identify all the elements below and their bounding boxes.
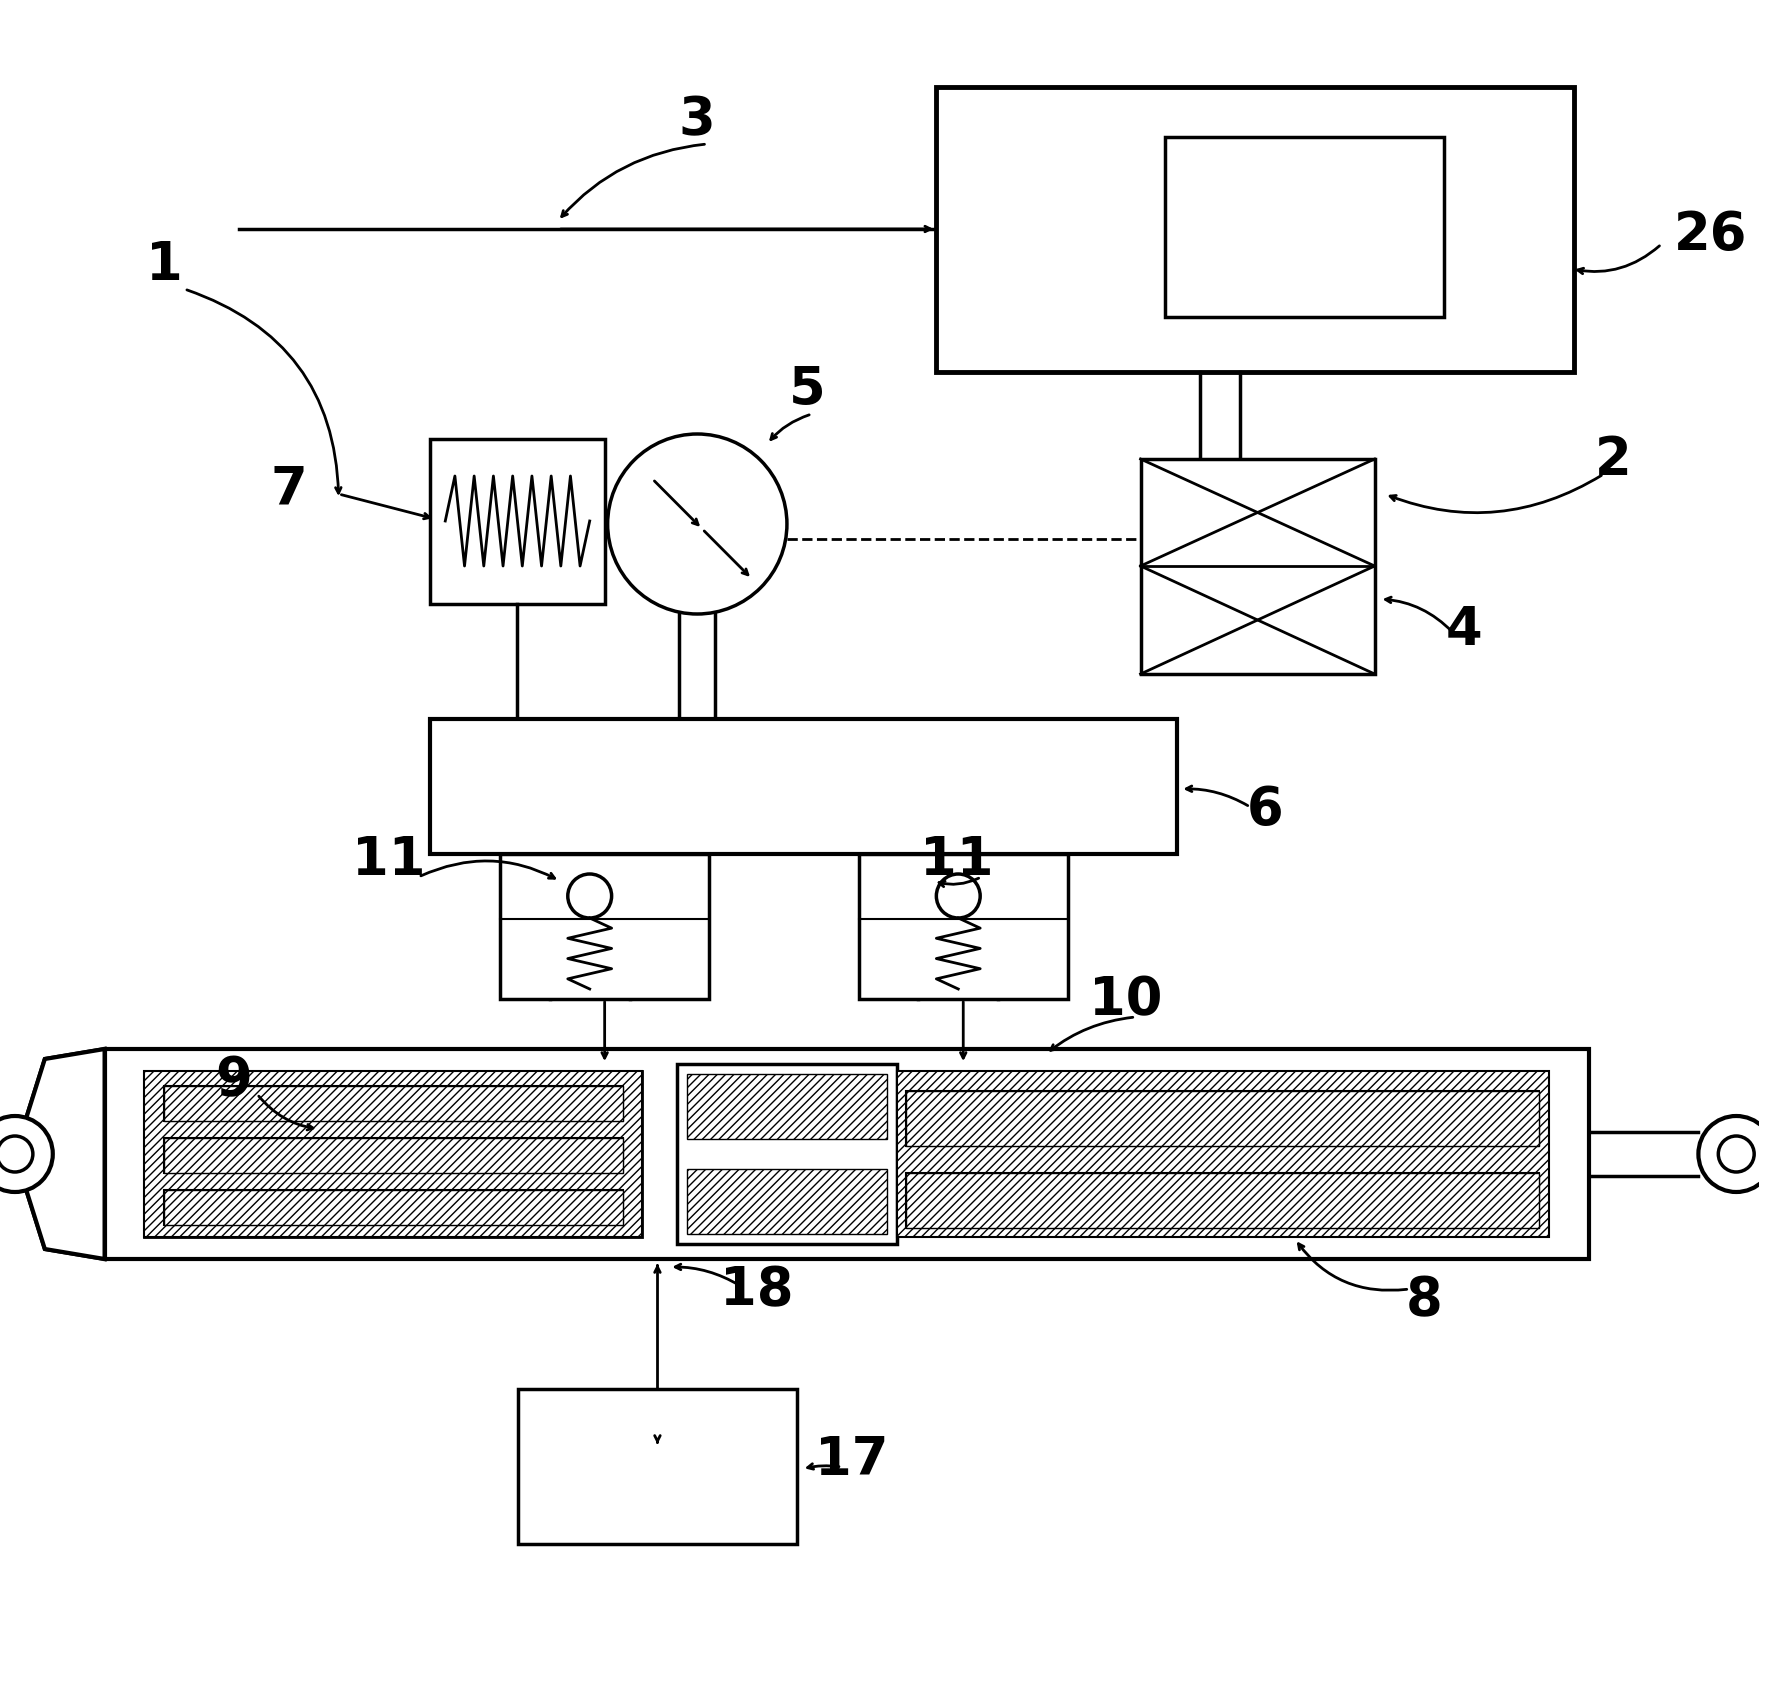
Bar	[164, 1087, 623, 1122]
Circle shape	[0, 1117, 53, 1193]
Circle shape	[608, 434, 788, 614]
Text: 1: 1	[147, 239, 182, 291]
Bar	[906, 1174, 1538, 1228]
Bar	[164, 1139, 623, 1174]
Bar	[164, 1139, 623, 1174]
Circle shape	[0, 1137, 34, 1172]
Text: 18: 18	[721, 1263, 793, 1315]
Circle shape	[1718, 1137, 1754, 1172]
Text: 11: 11	[920, 834, 992, 885]
Text: 5: 5	[789, 363, 825, 415]
Circle shape	[1699, 1117, 1766, 1193]
Bar	[145, 1071, 643, 1238]
Bar	[858, 854, 1068, 999]
Bar	[164, 1087, 623, 1122]
Bar	[517, 1389, 796, 1544]
Bar	[431, 720, 1178, 854]
Bar	[164, 1191, 623, 1224]
Bar	[500, 854, 710, 999]
Bar	[678, 1065, 897, 1245]
Text: 2: 2	[1595, 434, 1632, 486]
Text: 3: 3	[678, 94, 715, 146]
Bar	[897, 1071, 1549, 1238]
Text: 10: 10	[1090, 974, 1162, 1026]
Bar	[906, 1092, 1538, 1147]
Text: 7: 7	[270, 464, 307, 516]
Text: 4: 4	[1446, 604, 1483, 656]
Bar	[431, 439, 604, 604]
Bar	[145, 1071, 643, 1238]
Bar	[1166, 138, 1445, 318]
Bar	[906, 1092, 1538, 1147]
Text: 6: 6	[1247, 784, 1284, 836]
Circle shape	[936, 875, 980, 918]
Circle shape	[569, 875, 611, 918]
Bar	[1141, 459, 1374, 674]
Bar	[104, 1050, 1589, 1260]
Bar	[687, 1075, 887, 1139]
Text: 26: 26	[1674, 209, 1747, 261]
Bar	[687, 1169, 887, 1235]
Bar	[164, 1191, 623, 1224]
Bar	[906, 1174, 1538, 1228]
Text: 8: 8	[1406, 1273, 1443, 1325]
Text: 9: 9	[215, 1053, 253, 1105]
Polygon shape	[14, 1050, 104, 1260]
Bar	[936, 87, 1574, 373]
Text: 11: 11	[351, 834, 426, 885]
Text: 17: 17	[814, 1433, 888, 1485]
